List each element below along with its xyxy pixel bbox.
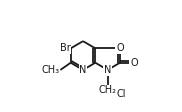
- Text: N: N: [79, 65, 87, 75]
- Text: CH₃: CH₃: [41, 65, 59, 75]
- Text: O: O: [130, 58, 138, 68]
- Text: Cl: Cl: [117, 88, 126, 99]
- Text: Br: Br: [60, 43, 71, 53]
- Text: N: N: [104, 65, 111, 75]
- Text: O: O: [116, 43, 124, 53]
- Text: CH₂: CH₂: [99, 85, 117, 95]
